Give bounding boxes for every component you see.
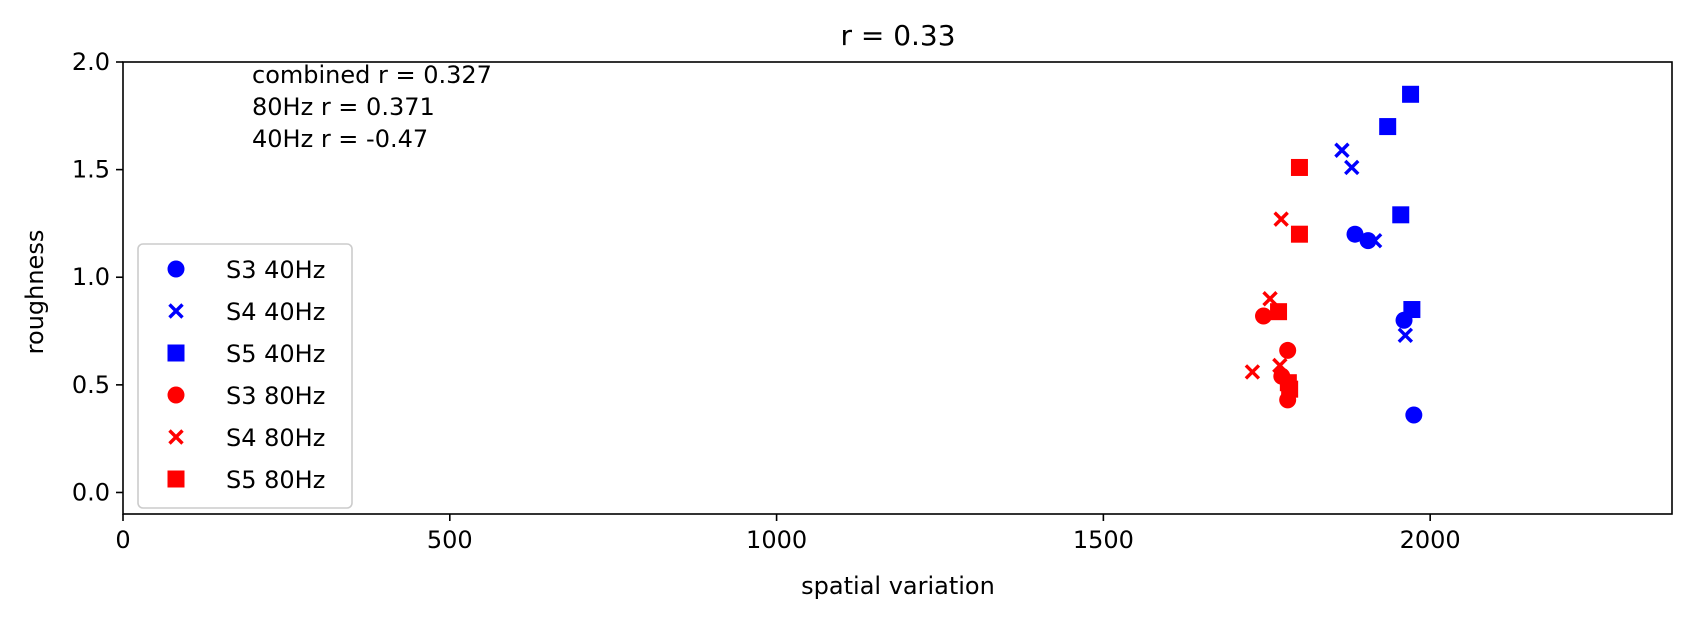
x-tick-label: 1000 [746, 526, 807, 554]
x-tick-label: 2000 [1400, 526, 1461, 554]
data-point [1272, 357, 1288, 374]
data-point [1344, 159, 1360, 176]
data-point [1255, 307, 1273, 325]
y-tick-label: 0.0 [72, 478, 110, 506]
plot-area: 0 500 1000 1500 2000 0.0 0.5 1.0 1.5 2.0 [72, 48, 1673, 554]
legend-label: S5 40Hz [226, 340, 325, 368]
y-axis-label: roughness [21, 230, 49, 355]
legend-marker [167, 344, 185, 362]
chart-title: r = 0.33 [840, 19, 955, 52]
x-tick-label: 1500 [1073, 526, 1134, 554]
x-tick-label: 0 [115, 526, 130, 554]
legend-label: S5 80Hz [226, 466, 325, 494]
correlation-annotations: combined r = 0.327 80Hz r = 0.371 40Hz r =… [252, 61, 492, 153]
data-point [1397, 327, 1414, 344]
legend-label: S4 40Hz [226, 298, 325, 326]
annotation-text: combined r = 0.327 [252, 61, 492, 89]
data-point [1244, 364, 1261, 380]
legend-label: S4 80Hz [226, 424, 325, 452]
legend-marker [168, 429, 184, 445]
x-axis-label: spatial variation [801, 572, 995, 600]
annotation-text: 40Hz r = -0.47 [252, 125, 428, 153]
legend-marker [167, 386, 185, 404]
legend-label: S3 40Hz [226, 256, 325, 284]
legend-marker [168, 303, 184, 319]
legend-marker [167, 260, 185, 278]
legend-label: S3 80Hz [226, 382, 325, 410]
data-point [1262, 291, 1278, 307]
data-point [1405, 406, 1423, 424]
data-point [1334, 142, 1350, 158]
legend: S3 40Hz S4 40Hz S5 40Hz S3 80Hz S4 80Hz S5 80… [137, 243, 353, 509]
y-tick-label: 1.5 [72, 156, 110, 184]
y-tick-label: 0.5 [72, 371, 110, 399]
data-point [1379, 118, 1397, 136]
data-point [1273, 211, 1289, 227]
data-point [1290, 225, 1308, 243]
axes-frame [122, 61, 1673, 515]
data-point [1290, 158, 1308, 176]
y-tick-label: 2.0 [72, 48, 110, 76]
data-point [1403, 301, 1421, 319]
legend-box [137, 243, 353, 509]
data-point [1270, 303, 1288, 321]
y-tick-label: 1.0 [72, 263, 110, 291]
data-point [1346, 225, 1364, 243]
legend-marker [167, 470, 185, 488]
data-point [1366, 232, 1383, 249]
annotation-text: 80Hz r = 0.371 [252, 93, 435, 121]
data-point [1402, 85, 1420, 103]
data-point [1281, 380, 1299, 398]
data-point [1392, 206, 1410, 224]
data-point [1279, 341, 1297, 359]
x-tick-label: 500 [427, 526, 473, 554]
